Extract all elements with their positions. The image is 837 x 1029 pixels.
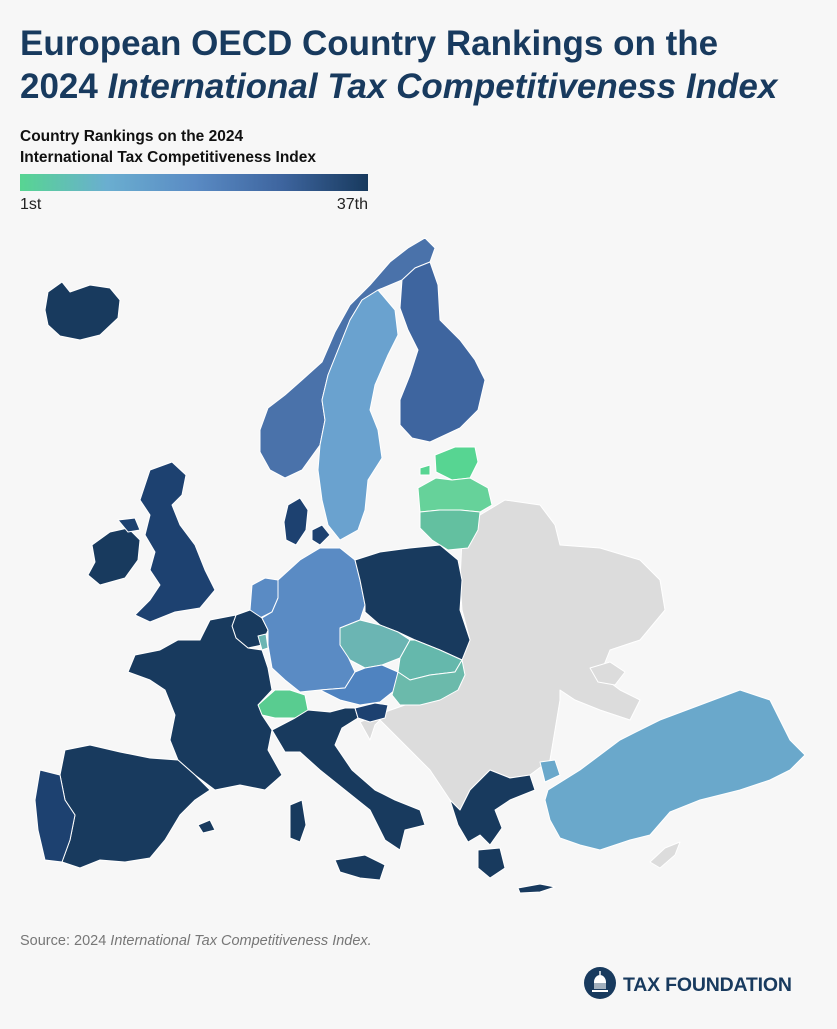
region-iceland: [44, 281, 121, 341]
legend-max-label: 37th: [336, 196, 368, 213]
region-italy-1: [334, 854, 386, 881]
region-united-kingdom-1: [117, 517, 141, 533]
region-cyprus: [649, 841, 681, 869]
region-germany: [261, 547, 366, 693]
region-turkey: [539, 759, 561, 783]
legend-min-label: 1st: [20, 196, 42, 213]
region-slovenia: [354, 702, 389, 723]
region-estonia-1: [419, 464, 431, 476]
region-finland: [399, 261, 486, 443]
region-italy: [271, 707, 426, 851]
region-greece-1: [477, 847, 506, 879]
title-line2-italic: International Tax Competitiveness Index: [107, 67, 778, 106]
capitol-dome-icon: [584, 967, 616, 999]
region-denmark-1: [311, 524, 331, 546]
region-spain-1: [197, 819, 216, 834]
title-line1: European OECD Country Rankings on the: [20, 24, 719, 63]
region-crimea: [589, 661, 626, 686]
legend-gradient-svg: [20, 174, 368, 191]
region-lithuania: [419, 509, 481, 551]
source-note: Source: 2024 International Tax Competiti…: [20, 933, 372, 949]
legend-title-line2: International Tax Competitiveness Index: [20, 149, 317, 166]
source-italic: International Tax Competitiveness Index.: [110, 933, 372, 949]
region-united-kingdom: [134, 461, 216, 623]
region-ireland: [87, 527, 141, 586]
region-denmark: [283, 497, 309, 546]
legend-title: Country Rankings on the 2024 Internation…: [20, 126, 440, 168]
region-turkey-1: [544, 689, 806, 851]
legend-gradient-bar: [20, 174, 368, 191]
region-estonia: [434, 446, 479, 481]
chart-title: European OECD Country Rankings on the 20…: [20, 22, 820, 108]
region-france: [127, 614, 283, 791]
region-sweden: [317, 289, 399, 541]
source-prefix: Source: 2024: [20, 933, 111, 949]
tax-foundation-logo: TAX FOUNDATION: [583, 966, 823, 1006]
region-greece: [449, 769, 536, 846]
region-luxembourg: [257, 633, 269, 651]
region-latvia: [417, 477, 493, 513]
region-greece-2: [517, 883, 556, 894]
region-italy-2: [289, 799, 307, 843]
region-portugal: [34, 769, 76, 863]
title-line2-plain: 2024: [20, 67, 108, 106]
legend-gradient-rect: [20, 174, 368, 191]
legend-title-line1: Country Rankings on the 2024: [20, 128, 244, 145]
logo-text: TAX FOUNDATION: [623, 974, 792, 996]
region-hungary: [391, 659, 466, 706]
